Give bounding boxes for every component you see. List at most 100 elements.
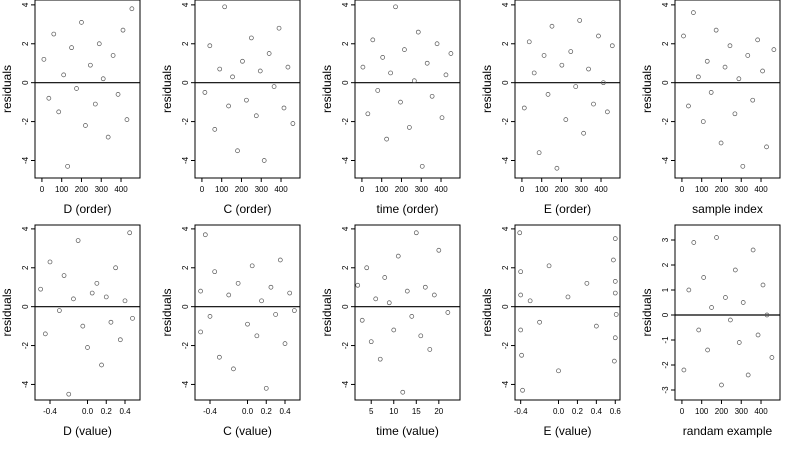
point: [611, 358, 617, 364]
point: [740, 300, 746, 305]
point: [584, 280, 590, 286]
point: [402, 47, 407, 52]
x-tick-label: 0: [680, 185, 685, 194]
point: [108, 319, 114, 325]
point: [120, 27, 126, 33]
x-tick-label: 0.2: [572, 407, 584, 416]
point: [198, 329, 203, 335]
point: [83, 123, 88, 128]
x-tick-label: 0: [360, 185, 365, 194]
point: [526, 39, 532, 45]
point: [518, 269, 524, 275]
point: [596, 33, 601, 39]
point: [611, 257, 616, 263]
point: [604, 109, 610, 115]
point: [373, 296, 379, 302]
point: [573, 84, 579, 89]
y-tick-label: -4: [501, 156, 510, 164]
point: [377, 356, 383, 362]
y-axis-label: residuals: [160, 65, 174, 113]
y-tick-label: -4: [341, 380, 350, 388]
x-tick-label: 400: [594, 185, 608, 194]
x-tick-label: 300: [415, 185, 429, 194]
x-tick-label: 400: [754, 407, 768, 416]
x-tick-label: 400: [434, 185, 448, 194]
point: [764, 312, 770, 318]
x-tick-label: -0.4: [43, 407, 57, 416]
plot-box: [354, 224, 461, 401]
point: [79, 20, 84, 25]
point: [217, 354, 222, 360]
point: [110, 53, 116, 58]
point: [253, 113, 259, 119]
y-tick-label: 4: [341, 226, 350, 231]
x-tick-label: 400: [754, 185, 768, 194]
point: [518, 292, 524, 298]
point: [427, 347, 433, 352]
point: [727, 43, 733, 49]
point: [51, 31, 57, 37]
point: [249, 263, 255, 269]
x-tick-label: 200: [715, 407, 729, 416]
point: [443, 72, 449, 78]
x-tick-label: 300: [95, 185, 109, 194]
y-tick-label: -4: [21, 156, 30, 164]
x-tick-label: 200: [555, 185, 569, 194]
point: [290, 121, 296, 126]
x-axis-label: D (value): [63, 424, 112, 438]
x-tick-label: 100: [55, 185, 69, 194]
x-tick-label: 300: [735, 185, 749, 194]
point: [115, 91, 121, 97]
y-tick-label: -2: [501, 117, 510, 125]
point: [117, 337, 123, 343]
x-tick-label: 0.0: [242, 407, 254, 416]
point: [92, 101, 98, 107]
y-tick-label: -2: [341, 341, 350, 349]
y-tick-label: 4: [661, 2, 670, 7]
point: [240, 58, 245, 64]
point: [386, 300, 392, 306]
point: [259, 298, 264, 304]
point: [407, 125, 412, 130]
point: [105, 134, 111, 140]
point: [47, 259, 53, 265]
y-tick-label: 4: [181, 2, 190, 7]
point: [704, 58, 710, 64]
point: [409, 314, 415, 319]
y-tick-label: 2: [501, 265, 510, 270]
point: [695, 74, 701, 80]
point: [760, 68, 765, 74]
plot-box: [674, 224, 781, 401]
point: [527, 298, 533, 304]
point: [736, 340, 742, 345]
point: [368, 339, 374, 345]
point: [57, 308, 62, 313]
point: [612, 236, 618, 241]
y-tick-label: 0: [661, 80, 670, 85]
point: [591, 101, 596, 107]
y-tick-label: 1: [661, 287, 670, 292]
point: [212, 269, 218, 275]
point: [66, 391, 72, 397]
point: [75, 238, 81, 243]
x-tick-label: 100: [695, 185, 709, 194]
point: [696, 327, 702, 333]
y-tick-label: 2: [181, 265, 190, 270]
point: [370, 37, 376, 43]
y-axis-label: residuals: [0, 65, 14, 113]
point: [393, 4, 398, 10]
y-tick-label: 0: [21, 304, 30, 309]
x-tick-label: -0.4: [203, 407, 217, 416]
point: [586, 66, 591, 72]
y-tick-label: 0: [501, 304, 510, 309]
y-axis-label: residuals: [0, 288, 14, 336]
y-tick-label: 2: [341, 265, 350, 270]
point: [56, 109, 62, 115]
point: [364, 265, 370, 271]
point: [556, 368, 561, 374]
point: [207, 43, 213, 49]
y-tick-label: 0: [661, 312, 670, 317]
point: [382, 275, 388, 280]
point: [705, 347, 710, 353]
y-tick-label: -2: [661, 117, 670, 125]
